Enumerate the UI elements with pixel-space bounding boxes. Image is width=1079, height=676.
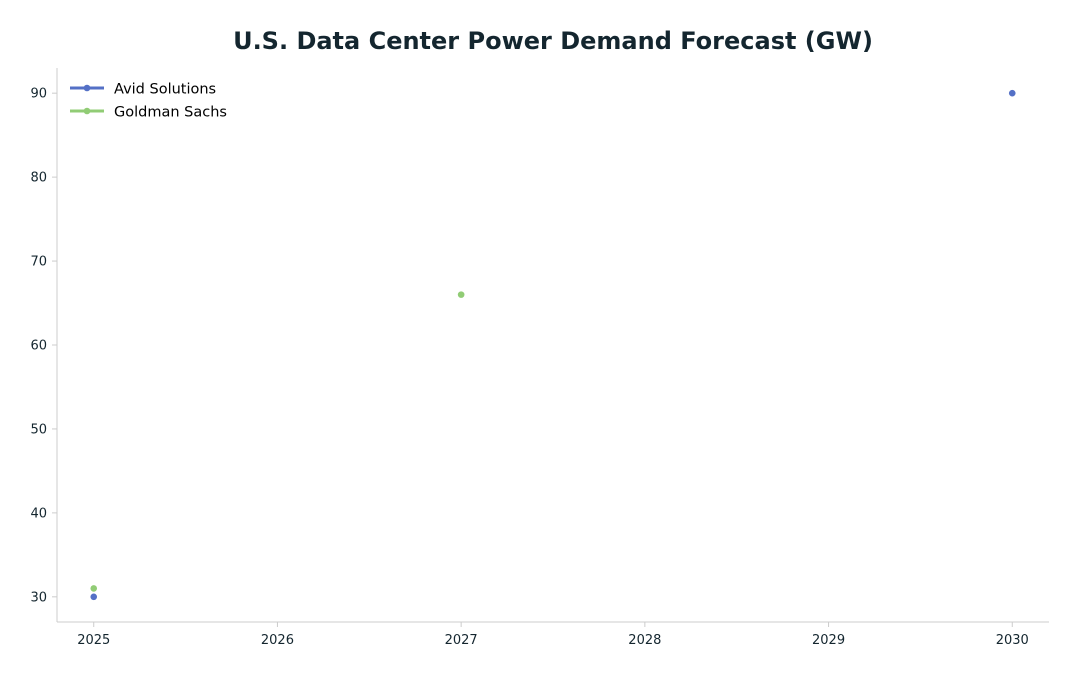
legend-item: Avid Solutions [70,82,216,98]
x-tick-label: 2026 [261,633,294,648]
legend-marker [83,84,91,92]
y-tick-label: 60 [30,339,47,354]
x-tick-label: 2025 [77,633,110,648]
y-tick-label: 30 [30,590,47,605]
x-tick-label: 2027 [445,633,478,648]
data-point [90,585,98,592]
legend-label: Avid Solutions [114,82,216,98]
data-point [90,593,98,601]
chart-title: U.S. Data Center Power Demand Forecast (… [233,27,873,55]
y-tick-label: 50 [30,422,47,437]
y-tick-label: 90 [30,87,47,102]
legend-marker [83,107,91,115]
legend-label: Goldman Sachs [114,105,227,121]
y-tick-label: 70 [30,255,47,270]
data-point [1008,89,1016,97]
data-points [90,89,1016,601]
series-1 [90,291,465,592]
data-point [457,291,465,298]
x-tick-label: 2030 [996,633,1029,648]
series-0 [90,89,1016,601]
y-tick-label: 40 [30,506,47,521]
legend-item: Goldman Sachs [70,105,227,121]
x-tick-label: 2028 [628,633,661,648]
axes: 2025 2026 2027 2028 2029 2030 30 40 50 60 70 80 90 [30,68,1049,648]
legend: Avid Solutions Goldman Sachs [70,82,227,121]
x-tick-label: 2029 [812,633,845,648]
y-tick-label: 80 [30,171,47,186]
